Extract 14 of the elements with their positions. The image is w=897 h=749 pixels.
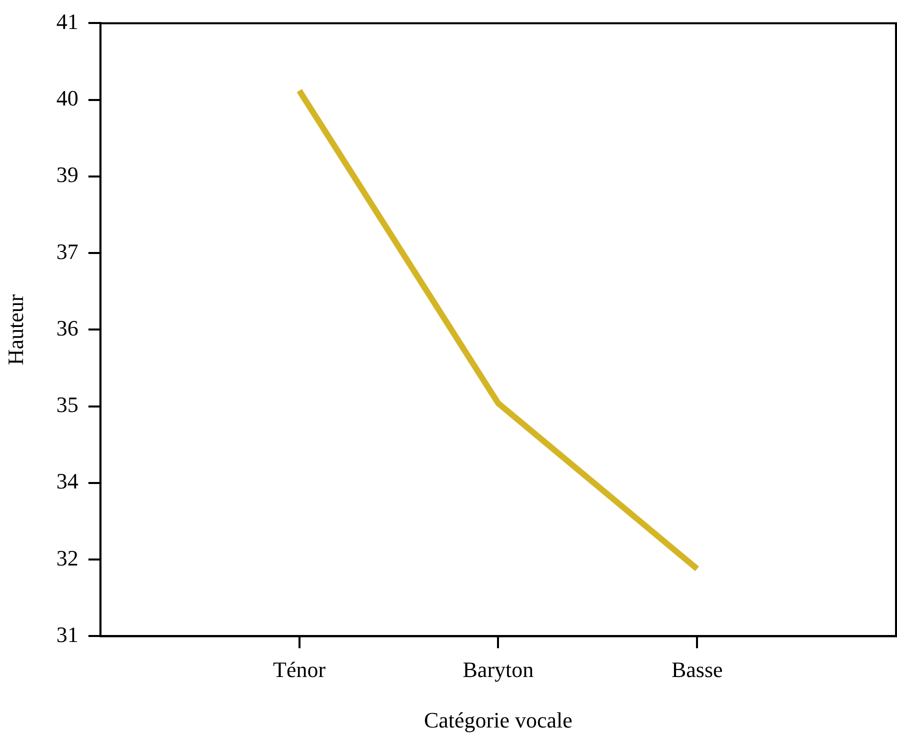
y-tick-label: 40: [56, 86, 78, 111]
y-tick-label: 35: [56, 392, 78, 418]
y-axis-title: Hauteur: [2, 294, 28, 366]
y-tick-label: 37: [56, 238, 78, 264]
y-tick-label: 34: [56, 468, 78, 494]
y-tick-label: 31: [56, 622, 78, 647]
x-tick-label: Basse: [671, 657, 723, 682]
x-tick-label: Baryton: [462, 657, 534, 682]
y-tick-label: 36: [56, 315, 78, 340]
x-tick-label: Ténor: [273, 657, 326, 682]
y-tick-label: 39: [56, 162, 78, 188]
y-tick-label: 32: [56, 545, 78, 570]
y-tick-label: 41: [56, 8, 78, 34]
x-axis-title: Catégorie vocale: [424, 708, 572, 733]
